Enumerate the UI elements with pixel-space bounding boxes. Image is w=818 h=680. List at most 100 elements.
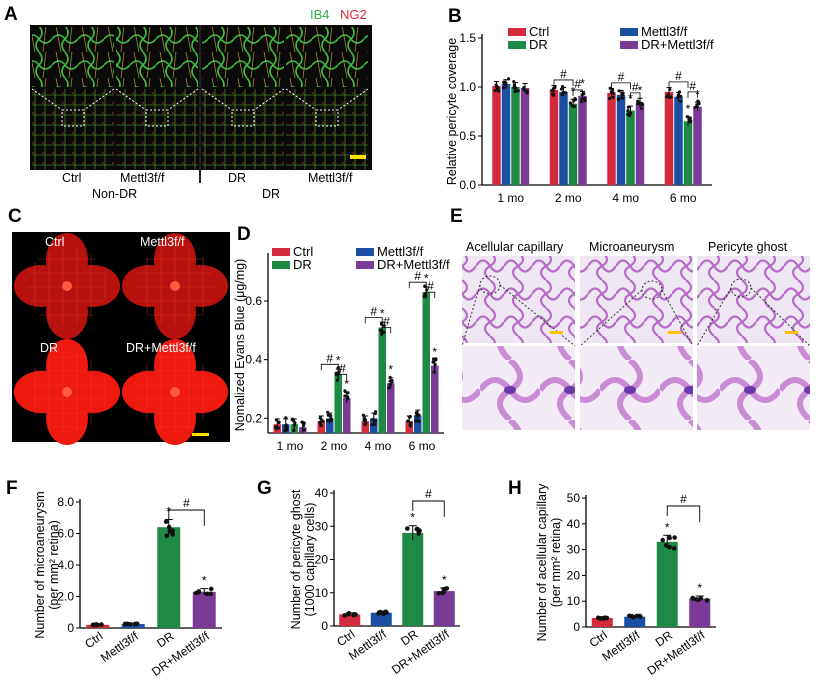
data-point <box>553 86 557 90</box>
bar-dr-1 <box>334 374 342 433</box>
data-point <box>583 99 587 103</box>
sig-hash: # <box>689 79 696 93</box>
data-point <box>425 288 429 292</box>
legend-label-dr: DR <box>293 257 312 272</box>
data-point <box>376 611 381 616</box>
sig-hash: # <box>183 496 190 510</box>
sig-star: * <box>697 581 702 595</box>
data-point <box>608 86 612 90</box>
data-point <box>99 622 104 627</box>
data-point <box>672 535 677 540</box>
data-point <box>506 77 511 81</box>
data-point <box>516 89 520 93</box>
a-top-image-1 <box>32 27 114 87</box>
sig-hash: # <box>618 70 625 84</box>
data-point <box>343 394 347 398</box>
panel-a-img-label-1: Ctrl <box>62 171 81 185</box>
legend-swatch-mettl3f-f <box>620 28 638 36</box>
data-point <box>667 95 672 100</box>
y-tick-label: 0 <box>321 619 328 633</box>
sig-star: * <box>638 84 643 98</box>
data-point <box>431 360 435 364</box>
data-point <box>521 86 526 90</box>
y-axis-title-D: Nomalized Evans Blue (μg/mg) <box>233 259 247 432</box>
data-point <box>371 417 375 422</box>
data-point <box>688 118 692 122</box>
data-point <box>436 591 442 596</box>
sig-star: * <box>202 574 207 588</box>
data-point <box>274 418 279 422</box>
legend-ng2: NG2 <box>340 7 367 22</box>
data-point <box>667 535 672 541</box>
data-point <box>634 613 640 619</box>
legend-label-dr-mettl3f-f: DR+Mettl3f/f <box>377 257 450 272</box>
data-point <box>677 90 682 94</box>
legend-label-dr: DR <box>529 37 548 52</box>
bar-dr-mettl3f-f-2 <box>387 383 395 433</box>
y-axis-title-B: Relative pericyte coverage <box>445 38 459 185</box>
data-point <box>302 428 307 432</box>
data-point <box>560 84 565 89</box>
a-top-image-2 <box>116 27 198 87</box>
sig-hash: # <box>680 492 687 506</box>
sig-bracket <box>666 505 701 522</box>
bar-dr-mettl3f-f-0 <box>520 87 530 185</box>
sig-star: * <box>410 511 415 525</box>
data-point <box>616 98 620 102</box>
y-tick-label: 1.0 <box>459 80 476 94</box>
e-top-image-1 <box>462 256 575 343</box>
data-point <box>292 428 296 432</box>
panel-a-img-label-3: DR <box>228 171 246 185</box>
e-top-image-3 <box>697 256 810 343</box>
y-tick-label: 0.0 <box>459 178 476 192</box>
x-tick-label: DR+Mettl3f/f <box>389 627 452 677</box>
sig-hash: # <box>574 77 581 91</box>
data-point <box>493 88 497 93</box>
panel-e-images <box>461 256 811 430</box>
data-point <box>512 80 516 84</box>
sig-hash: # <box>560 67 567 81</box>
data-point <box>204 591 210 597</box>
data-point <box>388 379 392 383</box>
panel-f-label: F <box>6 478 18 499</box>
c-retina-2 <box>122 233 228 339</box>
bar-mettl3f-f-1 <box>559 91 568 185</box>
bar-mettl3f-f-3 <box>414 415 422 433</box>
x-tick-label: 1 mo <box>497 191 524 205</box>
y-tick-label: 20 <box>315 553 329 567</box>
sig-bracket <box>408 281 427 289</box>
data-point <box>690 595 695 601</box>
data-point <box>671 546 677 551</box>
panel-e-label: E <box>450 206 463 227</box>
panel-a-label: A <box>4 4 18 25</box>
bar-dr-mettl3f-f-2 <box>635 102 645 185</box>
x-tick-label: 1 mo <box>277 439 304 453</box>
data-point <box>163 519 169 525</box>
c-optic-disc <box>62 281 72 291</box>
bar-mettl3f-f-2 <box>616 94 626 185</box>
legend-label-mettl3f-f: Mettl3f/f <box>641 24 688 39</box>
data-point <box>697 100 701 104</box>
sig-bracket <box>364 317 383 324</box>
panel-c-img-label-4: DR+Mettl3f/f <box>126 341 196 355</box>
c-retina-4 <box>122 339 228 445</box>
panel-h-label: H <box>508 478 522 499</box>
data-point <box>329 414 333 418</box>
c-retina-3 <box>14 339 120 445</box>
data-point <box>362 419 366 423</box>
x-tick-label: Ctrl <box>82 629 105 651</box>
c-optic-disc <box>62 387 72 397</box>
panel-c-label: C <box>8 206 22 227</box>
legend-ib4: IB4 <box>310 7 330 22</box>
data-point <box>326 410 330 414</box>
data-point <box>274 426 279 431</box>
data-point <box>512 83 516 87</box>
bar-ctrl <box>591 617 613 627</box>
data-point <box>598 616 603 621</box>
bar-ctrl-2 <box>361 421 369 433</box>
bar-ctrl-3 <box>664 91 674 185</box>
e-bottom-image-3 <box>697 346 810 430</box>
e-scale-bar-2 <box>668 331 681 334</box>
data-point <box>326 418 330 423</box>
